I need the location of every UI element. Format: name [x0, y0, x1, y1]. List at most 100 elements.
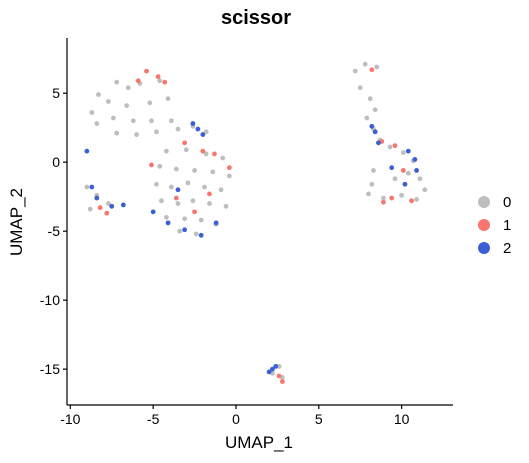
data-point-cluster-0 [94, 121, 100, 126]
data-point-cluster-0 [352, 68, 358, 74]
data-point-cluster-1 [104, 210, 110, 216]
data-point-cluster-0 [210, 169, 216, 175]
data-point-cluster-2 [165, 220, 171, 226]
data-point-cluster-0 [106, 99, 111, 104]
legend-swatch-1 [478, 219, 490, 231]
legend-label-1: 1 [503, 217, 511, 234]
data-point-cluster-1 [212, 151, 217, 157]
data-point-cluster-0 [369, 181, 375, 187]
data-point-cluster-1 [182, 140, 188, 146]
data-point-cluster-0 [147, 100, 153, 106]
data-point-cluster-0 [168, 184, 174, 190]
data-point-cluster-0 [387, 144, 393, 150]
legend-swatch-0 [478, 196, 490, 208]
data-point-cluster-0 [177, 228, 183, 234]
y-tick-label: -5 [48, 223, 61, 239]
data-point-cluster-0 [223, 203, 229, 209]
data-point-cluster-1 [135, 78, 141, 84]
x-axis-label: UMAP_1 [225, 433, 293, 452]
data-point-cluster-2 [200, 132, 206, 137]
data-point-cluster-0 [154, 129, 159, 135]
data-point-cluster-0 [154, 181, 159, 187]
data-point-cluster-2 [182, 227, 188, 233]
data-point-cluster-0 [226, 173, 232, 179]
x-tick-label: 5 [315, 411, 323, 427]
data-point-cluster-2 [369, 123, 375, 129]
data-point-cluster-2 [270, 366, 275, 372]
x-tick-label: 10 [394, 411, 410, 427]
data-point-cluster-0 [422, 187, 428, 193]
data-point-cluster-0 [400, 150, 406, 155]
x-tick-label: 0 [232, 411, 240, 427]
data-point-cluster-2 [109, 203, 115, 209]
y-tick-label: -10 [40, 292, 60, 308]
data-point-cluster-0 [110, 115, 116, 121]
data-point-cluster-0 [198, 217, 204, 223]
data-point-cluster-1 [207, 191, 212, 197]
data-point-cluster-0 [381, 195, 386, 201]
data-point-cluster-1 [279, 379, 285, 384]
data-point-cluster-0 [276, 363, 282, 369]
y-axis-label: UMAP_2 [7, 188, 26, 256]
data-point-cluster-0 [417, 176, 423, 182]
legend-swatch-2 [478, 242, 490, 254]
data-point-cluster-0 [372, 107, 378, 113]
data-point-cluster-1 [97, 205, 103, 211]
data-point-cluster-0 [371, 168, 376, 173]
plot-title: scissor [221, 7, 291, 29]
y-tick-label: 5 [52, 85, 60, 101]
data-point-cluster-0 [125, 85, 131, 91]
data-point-cluster-1 [400, 168, 406, 173]
data-point-cluster-2 [273, 363, 279, 369]
data-point-cluster-0 [114, 130, 120, 136]
y-axis-ticks: -15 -10 -5 0 5 [40, 85, 67, 377]
data-point-cluster-0 [157, 78, 163, 84]
data-point-cluster-1 [162, 79, 168, 85]
data-point-cluster-1 [226, 165, 232, 171]
data-point-cluster-0 [149, 118, 154, 124]
data-point-cluster-2 [389, 165, 395, 171]
data-point-cluster-2 [195, 126, 201, 132]
data-point-cluster-0 [414, 197, 419, 202]
data-point-cluster-1 [192, 209, 197, 215]
data-point-cluster-2 [190, 121, 196, 126]
data-point-cluster-0 [203, 151, 209, 157]
data-point-cluster-1 [149, 162, 154, 168]
data-point-cluster-0 [173, 166, 179, 172]
data-point-cluster-2 [376, 140, 381, 146]
data-point-cluster-1 [144, 68, 149, 74]
data-point-cluster-0 [84, 184, 90, 190]
data-point-cluster-0 [399, 192, 405, 198]
legend-label-2: 2 [503, 240, 511, 257]
data-point-cluster-1 [392, 143, 398, 149]
data-point-cluster-0 [374, 64, 380, 70]
data-point-cluster-2 [94, 195, 100, 201]
data-point-cluster-0 [96, 92, 101, 97]
data-point-cluster-2 [150, 209, 156, 215]
data-point-cluster-2 [213, 220, 219, 226]
data-point-cluster-2 [405, 148, 411, 154]
data-point-cluster-2 [198, 232, 204, 238]
x-tick-label: -10 [60, 411, 80, 427]
data-point-cluster-0 [190, 198, 196, 204]
data-point-cluster-0 [193, 231, 199, 237]
data-point-cluster-0 [87, 206, 93, 212]
data-point-cluster-0 [207, 201, 212, 206]
y-tick-label: -15 [40, 361, 60, 377]
legend-label-0: 0 [503, 194, 511, 211]
data-point-cluster-1 [409, 198, 414, 204]
data-point-cluster-0 [362, 61, 368, 67]
data-point-cluster-1 [389, 195, 395, 201]
data-point-cluster-0 [185, 180, 191, 186]
data-point-cluster-1 [155, 74, 161, 80]
data-point-cluster-0 [183, 147, 189, 153]
data-point-cluster-0 [134, 132, 139, 137]
x-axis-ticks: -10 -5 0 5 10 [60, 405, 410, 427]
x-tick-label: -5 [147, 411, 160, 427]
data-point-cluster-2 [89, 184, 95, 190]
data-point-cluster-0 [218, 187, 224, 193]
y-tick-label: 0 [52, 154, 60, 170]
data-point-cluster-2 [266, 369, 272, 375]
data-point-cluster-0 [357, 85, 363, 91]
